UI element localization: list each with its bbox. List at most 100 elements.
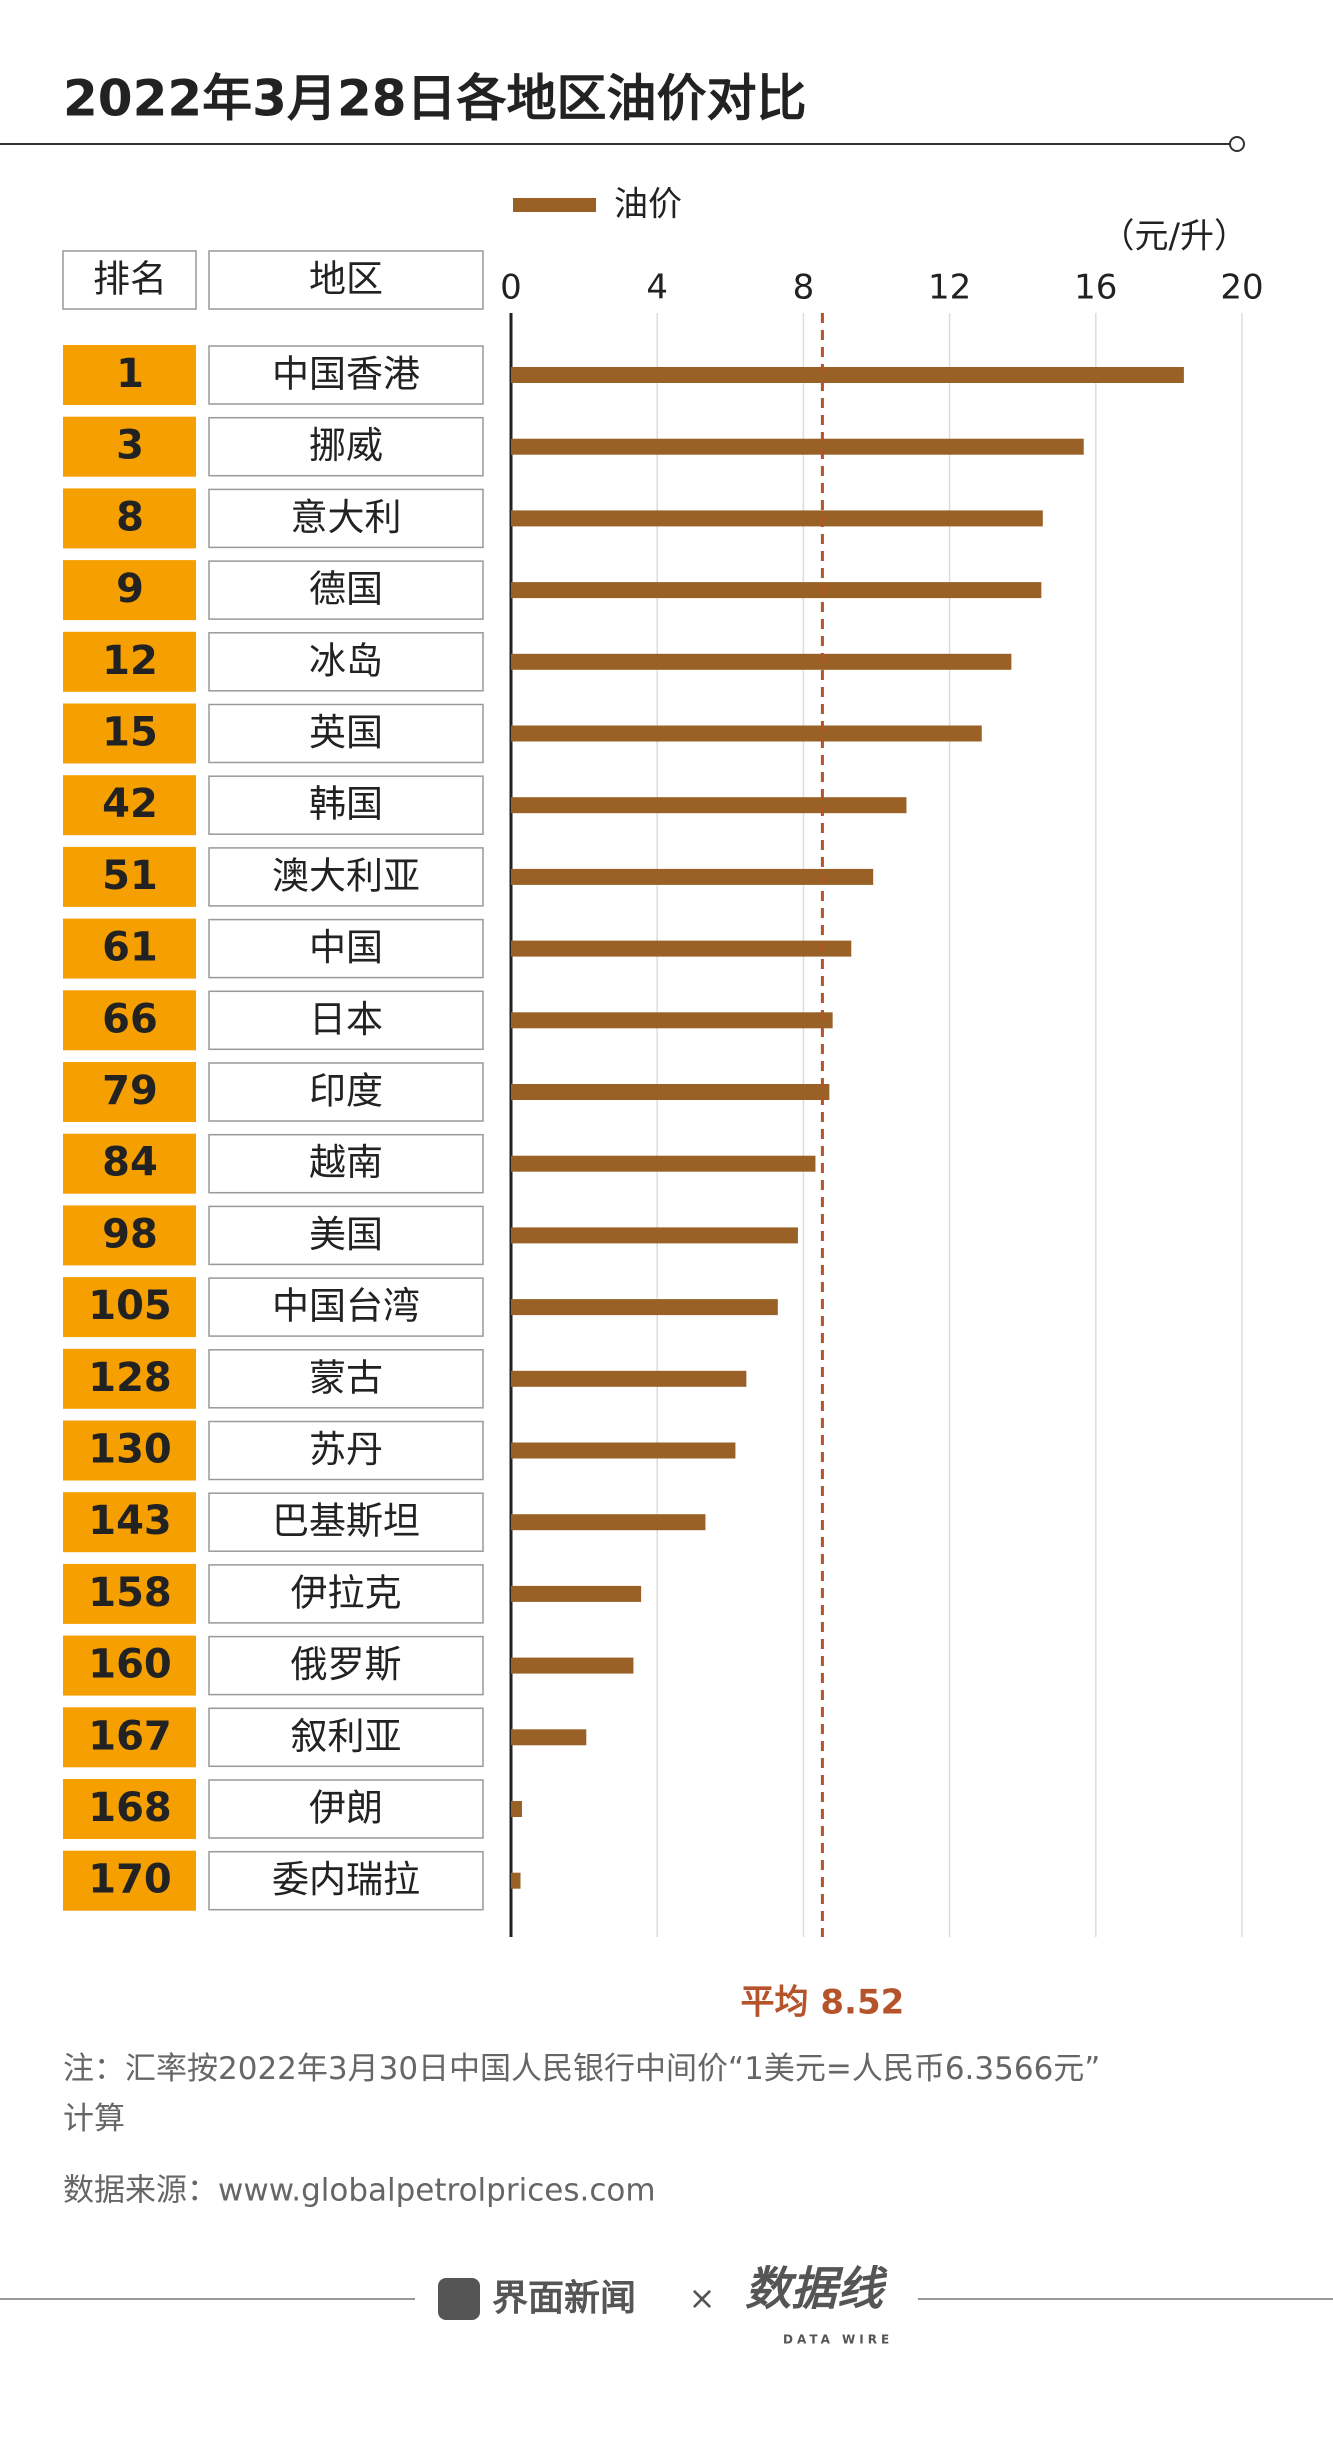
rank-cell [63, 1133, 196, 1194]
rank-label: 42 [102, 781, 158, 827]
bar [511, 653, 1012, 670]
region-cell [208, 703, 484, 764]
region-label: 美国 [309, 1213, 383, 1256]
rank-label: 168 [88, 1785, 172, 1831]
region-label: 韩国 [309, 783, 383, 826]
bar [511, 1299, 778, 1316]
rank-cell [63, 1563, 196, 1624]
region-label: 中国 [309, 926, 383, 969]
bar [511, 940, 852, 957]
bar [511, 1227, 798, 1244]
rank-label: 170 [88, 1857, 172, 1903]
footer-partner-sub: DATA WIRE [783, 2333, 893, 2347]
rank-cell [63, 345, 196, 405]
bar [511, 1155, 816, 1172]
region-cell [208, 1277, 484, 1337]
rank-label: 12 [102, 638, 158, 684]
region-label: 意大利 [291, 496, 402, 539]
region-label: 挪威 [309, 424, 383, 467]
region-cell [208, 918, 484, 979]
region-label: 冰岛 [309, 639, 383, 682]
bar [511, 510, 1043, 527]
bar [511, 582, 1042, 599]
bar [511, 438, 1084, 455]
region-cell [208, 488, 484, 549]
bar [511, 367, 1184, 383]
rank-cell [63, 846, 196, 907]
column-header: 地区 [309, 258, 383, 301]
header-cell [62, 250, 197, 310]
bar [511, 1442, 736, 1459]
region-label: 伊拉克 [291, 1571, 402, 1614]
region-label: 巴基斯坦 [272, 1500, 420, 1543]
footer-brand: 界面新闻 [492, 2278, 636, 2319]
region-label: 叙利亚 [291, 1715, 402, 1758]
region-label: 苏丹 [309, 1428, 383, 1471]
brand-icon [438, 2278, 480, 2320]
region-cell [208, 1564, 484, 1624]
region-cell [208, 990, 484, 1051]
rank-cell [63, 1779, 196, 1839]
chart-title: 2022年3月28日各地区油价对比 [63, 70, 807, 128]
region-cell [208, 1850, 484, 1911]
average-label: 平均 8.52 [741, 1983, 905, 2023]
rank-cell [63, 631, 196, 692]
region-label: 蒙古 [309, 1356, 383, 1399]
rank-cell [63, 1707, 196, 1768]
column-header: 排名 [93, 258, 167, 301]
rank-label: 15 [102, 710, 158, 756]
rank-label: 1 [116, 351, 144, 397]
x-tick-label: 8 [793, 268, 815, 308]
region-label: 德国 [309, 568, 383, 611]
x-tick-label: 0 [500, 268, 522, 308]
region-cell [208, 416, 484, 477]
region-cell [208, 1635, 484, 1696]
x-tick-label: 12 [928, 268, 971, 308]
region-label: 中国香港 [272, 353, 420, 396]
x-tick-label: 4 [646, 268, 668, 308]
region-cell [208, 1133, 484, 1194]
rank-cell [63, 416, 196, 477]
region-label: 英国 [309, 711, 383, 754]
bar [511, 1012, 833, 1029]
region-label: 越南 [309, 1141, 383, 1184]
footer-separator: × [689, 2279, 716, 2317]
region-label: 伊朗 [309, 1787, 383, 1830]
rank-cell [63, 488, 196, 549]
rank-cell [63, 918, 196, 979]
rank-cell [63, 1205, 196, 1266]
region-cell [208, 1420, 484, 1481]
bar [511, 797, 907, 814]
unit-label: （元/升） [1101, 217, 1248, 257]
bar [511, 1585, 642, 1602]
bar [511, 1657, 634, 1674]
region-cell [208, 847, 484, 907]
rank-label: 79 [102, 1068, 158, 1114]
bar [511, 1514, 706, 1531]
region-label: 委内瑞拉 [272, 1858, 420, 1901]
region-label: 日本 [309, 998, 383, 1041]
x-tick-label: 16 [1074, 268, 1117, 308]
rank-label: 158 [88, 1570, 172, 1616]
rank-cell [63, 560, 196, 621]
rank-label: 84 [102, 1140, 158, 1186]
rank-cell [63, 990, 196, 1051]
legend-swatch [513, 198, 596, 212]
rank-cell [63, 1492, 196, 1553]
bar [511, 1872, 521, 1889]
region-cell [208, 1492, 484, 1552]
region-label: 俄罗斯 [291, 1643, 402, 1686]
rank-cell [63, 703, 196, 764]
region-label: 中国台湾 [272, 1285, 420, 1328]
rank-cell [63, 1420, 196, 1481]
rank-label: 160 [88, 1642, 172, 1688]
rank-label: 51 [102, 853, 158, 899]
legend-label: 油价 [614, 185, 682, 225]
region-cell [208, 1779, 484, 1839]
bar [511, 1801, 522, 1817]
rank-label: 3 [116, 423, 144, 469]
rank-label: 143 [88, 1498, 172, 1544]
source: 数据来源：www.globalpetrolprices.com [63, 2173, 656, 2209]
rule-end [1229, 136, 1245, 152]
